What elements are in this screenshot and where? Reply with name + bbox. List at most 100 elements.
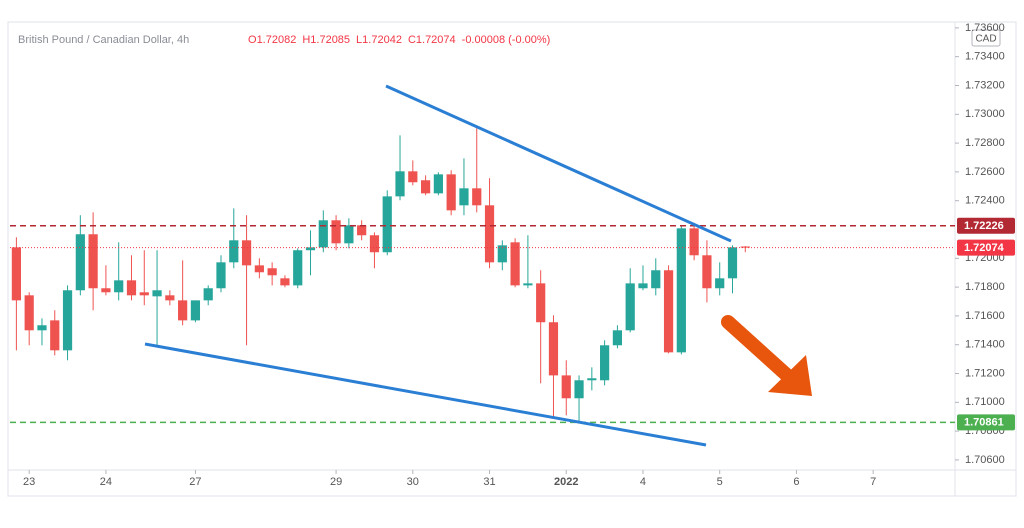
y-tick-label: 1.72400 [965, 195, 1005, 207]
ohlc-value: 1.72082 [257, 34, 297, 46]
candle-body [625, 283, 635, 331]
x-tick-label: 2022 [554, 476, 578, 488]
candle-body [75, 234, 85, 291]
candle-body [331, 220, 341, 244]
ohlc-value: 1.72042 [362, 34, 402, 46]
y-tick-label: 1.73600 [965, 22, 1005, 34]
y-tick-label: 1.70600 [965, 454, 1005, 466]
candle-body [37, 325, 47, 331]
arrow-shaft [721, 315, 797, 385]
candle-body [11, 247, 21, 301]
candle-body [548, 322, 559, 376]
candle-body [293, 250, 303, 286]
candle-body [433, 174, 443, 194]
candle-body [727, 247, 738, 279]
ohlc-label: L [356, 34, 362, 46]
x-tick-label: 27 [189, 476, 201, 488]
candle-body [651, 270, 661, 289]
candle-body [395, 171, 405, 197]
candle-body [715, 278, 725, 289]
candle-body [165, 295, 175, 301]
candle-body [190, 300, 201, 321]
x-tick-label: 29 [330, 476, 342, 488]
ohlc-value: 1.72085 [310, 34, 350, 46]
candle-body [420, 180, 431, 194]
candle-body [267, 268, 277, 276]
candle-body [229, 240, 239, 263]
level-label-box [957, 217, 1015, 234]
y-tick-label: 1.71600 [965, 310, 1005, 322]
x-tick-label: 31 [483, 476, 495, 488]
candle-body [114, 280, 124, 293]
candle-body [344, 225, 354, 244]
candle-body [280, 278, 290, 286]
candle-body [663, 270, 674, 353]
ohlc-label: O [248, 34, 257, 46]
candle-body [24, 295, 34, 331]
level-label: 1.70861 [964, 417, 1004, 429]
candle-body [357, 225, 367, 236]
candle-body [536, 283, 546, 323]
candle-body [446, 174, 456, 211]
down-arrow [721, 315, 812, 396]
x-tick-label: 5 [717, 476, 723, 488]
ohlc-readout: O1.72082 H1.72085 L1.72042 C1.72074 -0.00008… [248, 34, 550, 46]
ohlc-label: C [408, 34, 416, 46]
candle-body [62, 290, 73, 351]
candle-body [510, 242, 520, 286]
currency: CAD [975, 34, 996, 45]
candle-body [740, 246, 750, 248]
candle-body [241, 240, 252, 266]
candle-body [497, 245, 507, 263]
candle-body [472, 188, 482, 206]
candle-body [523, 283, 533, 286]
candle-body [152, 290, 162, 297]
candle-body [638, 283, 648, 289]
candle-body [88, 234, 98, 289]
ohlc-change: -0.00008 (-0.00%) [462, 34, 551, 46]
x-tick-label: 4 [640, 476, 646, 488]
candle-body [459, 188, 469, 206]
upper-trendline [385, 84, 732, 243]
candle-body [408, 171, 418, 183]
candle-body [318, 220, 328, 248]
y-tick-label: 1.73000 [965, 108, 1005, 120]
symbol-title: British Pound / Canadian Dollar, 4h [18, 34, 189, 46]
candle-body [484, 205, 495, 263]
ohlc-value: 1.72074 [416, 34, 456, 46]
level-label: 1.72074 [964, 242, 1005, 254]
candle-body [216, 262, 226, 289]
x-tick-label: 24 [100, 476, 112, 488]
candle-body [50, 320, 60, 351]
candle-body [561, 375, 571, 399]
y-tick-label: 1.72800 [965, 137, 1005, 149]
candle-body [305, 247, 316, 251]
candle-body [587, 378, 597, 381]
candle-body [702, 255, 712, 289]
x-tick-label: 23 [23, 476, 35, 488]
candle-body [178, 300, 188, 321]
candle-body [689, 228, 699, 256]
candle-body [612, 330, 623, 346]
candle-body [101, 288, 111, 293]
level-label-box [957, 239, 1015, 256]
currency-box [971, 29, 1001, 47]
y-tick-label: 1.71000 [965, 396, 1005, 408]
arrow-head [768, 355, 812, 396]
candle-body [676, 228, 686, 353]
candle-body [254, 265, 264, 273]
candle-body [600, 345, 610, 381]
y-tick-label: 1.71400 [965, 339, 1005, 351]
y-tick-label: 1.71200 [965, 367, 1005, 379]
x-tick-label: 30 [407, 476, 419, 488]
level-label-box [957, 414, 1015, 431]
x-tick-label: 7 [870, 476, 876, 488]
candle-body [203, 288, 213, 301]
candle-body [382, 196, 392, 253]
level-label: 1.72226 [964, 220, 1004, 232]
y-tick-label: 1.71800 [965, 281, 1005, 293]
x-tick-label: 6 [793, 476, 799, 488]
y-tick-label: 1.72600 [965, 166, 1005, 178]
y-tick-label: 1.73400 [965, 51, 1005, 63]
